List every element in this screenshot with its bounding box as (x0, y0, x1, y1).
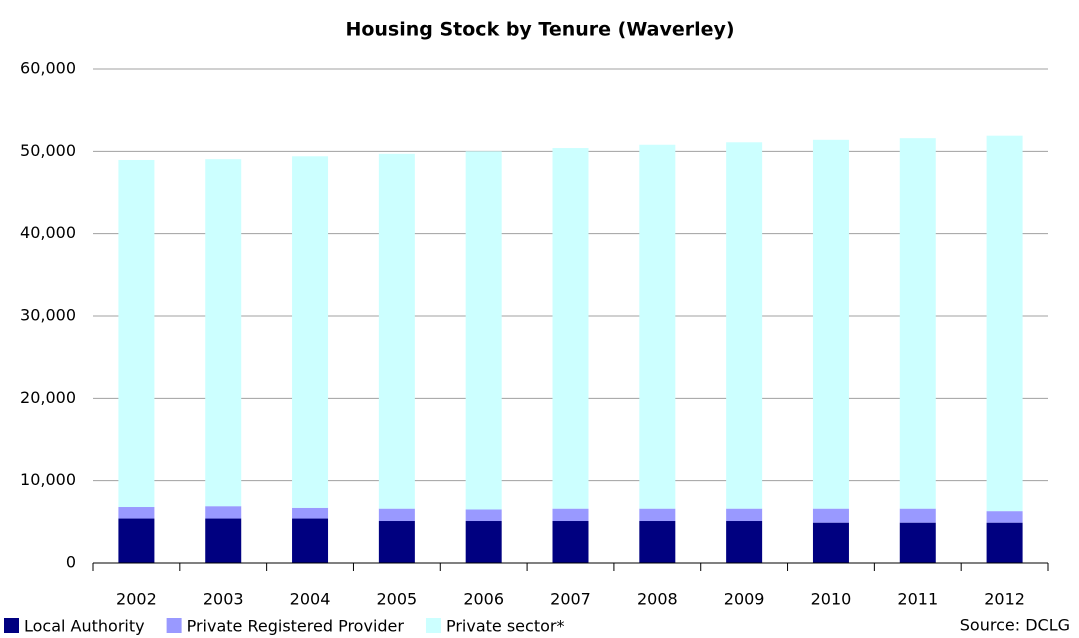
bar-segment (639, 144, 676, 509)
bar-segment (465, 509, 502, 522)
legend-label: Local Authority (24, 617, 145, 636)
y-tick-label: 0 (66, 553, 76, 572)
chart-title: Housing Stock by Tenure (Waverley) (345, 19, 734, 41)
bar-segment (552, 521, 589, 563)
bar-segment (205, 506, 242, 519)
bar-segment (726, 142, 763, 509)
x-tick-label: 2007 (550, 590, 591, 609)
y-tick-label: 60,000 (20, 59, 76, 78)
x-tick-label: 2010 (811, 590, 852, 609)
bar-segment (205, 159, 242, 507)
x-tick-label: 2008 (637, 590, 678, 609)
bar-segment (812, 508, 849, 523)
y-tick-label: 10,000 (20, 470, 76, 489)
legend-swatch (4, 618, 19, 633)
legend-label: Private Registered Provider (187, 617, 405, 636)
y-tick-label: 30,000 (20, 306, 76, 325)
bar-segment (899, 522, 936, 563)
bar-segment (378, 521, 415, 563)
x-tick-label: 2006 (463, 590, 504, 609)
x-tick-label: 2004 (290, 590, 331, 609)
bar-segment (812, 522, 849, 563)
bar-segment (899, 508, 936, 523)
bar-segment (986, 511, 1023, 523)
bar-segment (552, 148, 589, 509)
x-tick-label: 2011 (897, 590, 938, 609)
bar-segment (726, 508, 763, 522)
x-tick-label: 2002 (116, 590, 157, 609)
bar-segment (118, 159, 155, 508)
legend-swatch (166, 618, 182, 633)
bar-segment (292, 156, 329, 508)
bar-segment (639, 508, 676, 522)
bar-segment (292, 518, 329, 563)
legend-label: Private sector* (446, 617, 564, 636)
x-tick-label: 2005 (377, 590, 418, 609)
bar-segment (465, 151, 502, 510)
bar-segment (726, 521, 763, 563)
x-tick-label: 2012 (984, 590, 1025, 609)
bar-segment (465, 521, 502, 563)
bar-segment (205, 518, 242, 563)
y-tick-label: 40,000 (20, 223, 76, 242)
bar-segment (378, 153, 415, 509)
y-tick-label: 50,000 (20, 141, 76, 160)
y-tick-label: 20,000 (20, 388, 76, 407)
bar-segment (118, 507, 155, 519)
bar-segment (812, 139, 849, 509)
bar-segment (118, 518, 155, 563)
bar-segment (899, 138, 936, 509)
bar-segment (639, 521, 676, 563)
x-tick-label: 2003 (203, 590, 244, 609)
bar-segment (986, 522, 1023, 563)
x-tick-label: 2009 (724, 590, 765, 609)
bar-segment (986, 135, 1023, 512)
bar-segment (552, 508, 589, 522)
legend-swatch (425, 618, 441, 633)
bar-segment (378, 508, 415, 522)
source-note: Source: DCLG (960, 616, 1070, 635)
bar-segment (292, 507, 329, 519)
